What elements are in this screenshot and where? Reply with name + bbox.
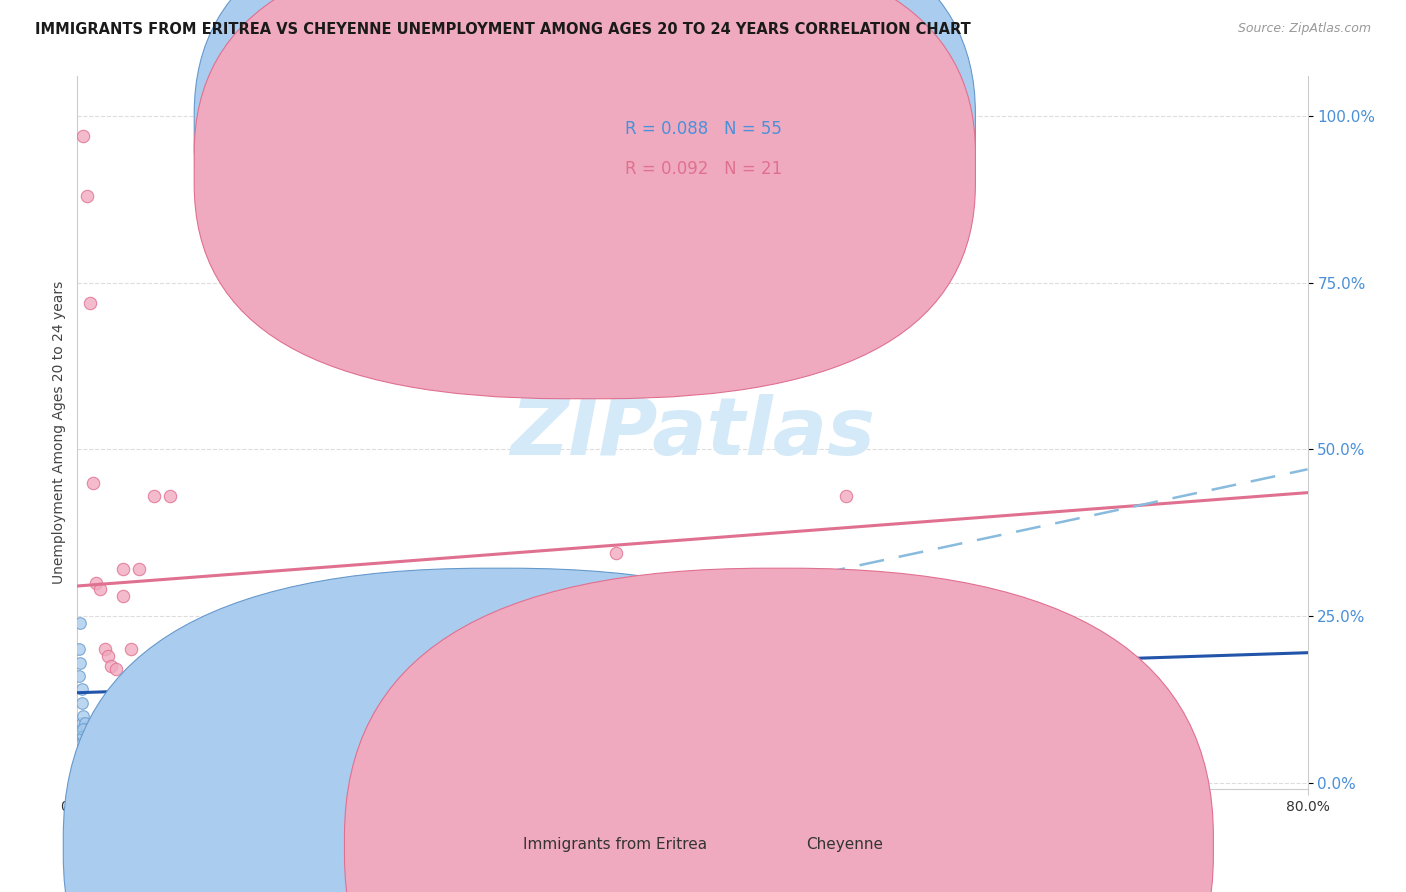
Point — [69, 763, 91, 777]
Point — [100, 659, 122, 673]
Point — [72, 128, 94, 143]
Point — [77, 749, 100, 764]
Point — [94, 642, 117, 657]
Point — [70, 763, 93, 777]
Point — [67, 756, 90, 770]
Text: IMMIGRANTS FROM ERITREA VS CHEYENNE UNEMPLOYMENT AMONG AGES 20 TO 24 YEARS CORRE: IMMIGRANTS FROM ERITREA VS CHEYENNE UNEM… — [35, 22, 972, 37]
Point — [69, 736, 91, 750]
Point — [67, 769, 90, 783]
Point — [79, 756, 101, 770]
Point — [159, 489, 181, 503]
Point — [70, 682, 93, 697]
Point — [69, 742, 91, 756]
Text: ZIPatlas: ZIPatlas — [510, 393, 875, 472]
Point — [83, 746, 105, 760]
Point — [76, 742, 98, 756]
Point — [100, 767, 122, 781]
Point — [73, 736, 96, 750]
Point — [143, 489, 166, 503]
Point — [84, 749, 107, 764]
Y-axis label: Unemployment Among Ages 20 to 24 years: Unemployment Among Ages 20 to 24 years — [52, 281, 66, 584]
Point — [94, 764, 117, 778]
Point — [67, 776, 90, 790]
Point — [69, 756, 91, 770]
Point — [758, 623, 780, 637]
Point — [79, 295, 101, 310]
Point — [69, 656, 91, 670]
Point — [110, 771, 132, 785]
Point — [76, 723, 98, 737]
Point — [711, 582, 734, 597]
Point — [67, 642, 90, 657]
Point — [70, 749, 93, 764]
Point — [89, 582, 111, 597]
Point — [128, 773, 150, 788]
Point — [82, 763, 104, 777]
Point — [79, 736, 101, 750]
Point — [86, 752, 108, 766]
Point — [82, 742, 104, 756]
Point — [804, 629, 827, 643]
Point — [159, 709, 181, 723]
Point — [72, 749, 94, 764]
Point — [67, 669, 90, 683]
Point — [112, 771, 135, 785]
Text: R = 0.088   N = 55: R = 0.088 N = 55 — [624, 120, 782, 138]
Text: Immigrants from Eritrea: Immigrants from Eritrea — [523, 838, 707, 852]
Text: Source: ZipAtlas.com: Source: ZipAtlas.com — [1237, 22, 1371, 36]
Point — [70, 715, 93, 730]
Point — [76, 189, 98, 203]
Point — [72, 729, 94, 743]
FancyBboxPatch shape — [194, 0, 976, 399]
Point — [97, 765, 120, 780]
Point — [70, 696, 93, 710]
FancyBboxPatch shape — [194, 0, 976, 359]
FancyBboxPatch shape — [533, 83, 901, 204]
Point — [67, 742, 90, 756]
Point — [84, 575, 107, 590]
Point — [87, 756, 110, 770]
Text: Cheyenne: Cheyenne — [806, 838, 883, 852]
Point — [70, 736, 93, 750]
Point — [77, 729, 100, 743]
Point — [104, 769, 127, 783]
Text: R = 0.092   N = 21: R = 0.092 N = 21 — [624, 160, 782, 178]
Point — [835, 489, 858, 503]
Point — [90, 763, 114, 777]
Point — [67, 763, 90, 777]
Point — [69, 615, 91, 630]
Point — [128, 562, 150, 576]
Point — [80, 739, 103, 753]
Point — [73, 756, 96, 770]
Point — [67, 749, 90, 764]
Point — [121, 772, 143, 787]
Point — [73, 715, 96, 730]
Point — [605, 546, 627, 560]
Point — [97, 648, 120, 663]
Point — [112, 589, 135, 603]
Point — [112, 562, 135, 576]
Point — [117, 772, 139, 786]
Point — [80, 759, 103, 773]
Point — [72, 723, 94, 737]
Point — [69, 723, 91, 737]
Point — [89, 759, 111, 773]
Point — [69, 769, 91, 783]
Point — [104, 662, 127, 676]
Point — [120, 642, 142, 657]
Point — [72, 709, 94, 723]
Point — [82, 475, 104, 490]
